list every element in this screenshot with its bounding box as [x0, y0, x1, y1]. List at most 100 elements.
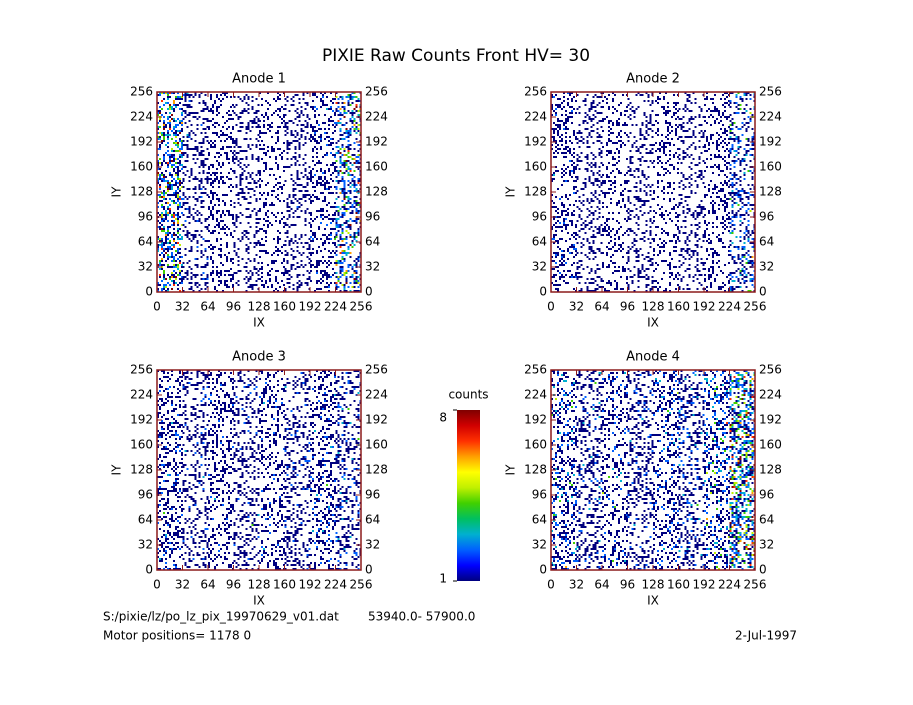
pixel [594, 252, 597, 254]
pixel [620, 226, 622, 228]
pixel [678, 286, 681, 288]
pixel [283, 170, 285, 172]
pixel [606, 252, 608, 254]
pixel [259, 228, 261, 230]
pixel [341, 262, 344, 264]
pixel [251, 172, 254, 174]
pixel [169, 256, 171, 258]
pixel [698, 170, 701, 172]
pixel [279, 238, 281, 240]
pixel [214, 174, 216, 176]
pixel [175, 166, 177, 168]
pixel [635, 198, 638, 200]
pixel [708, 148, 710, 150]
pixel [163, 196, 165, 198]
pixel [665, 172, 667, 174]
pixel [304, 218, 307, 220]
pixel [608, 162, 610, 164]
pixel [288, 148, 291, 150]
pixel [179, 256, 181, 258]
pixel [241, 112, 244, 114]
pixel [163, 124, 165, 126]
pixel [212, 146, 214, 148]
pixel [190, 272, 193, 274]
pixel [167, 264, 169, 266]
pixel [669, 132, 671, 134]
pixel [181, 236, 183, 238]
pixel [214, 180, 216, 182]
pixel [163, 158, 165, 160]
pixel [332, 214, 334, 216]
pixel [216, 132, 218, 134]
pixel [296, 134, 299, 136]
pixel [673, 250, 675, 252]
pixel [261, 104, 263, 106]
pixel [271, 122, 273, 124]
pixel [351, 122, 354, 124]
pixel [604, 180, 606, 182]
pixel [237, 216, 240, 218]
pixel [682, 142, 685, 144]
pixel [310, 254, 312, 256]
pixel [326, 144, 328, 146]
pixel [555, 234, 557, 236]
pixel [165, 248, 167, 250]
pixel [641, 214, 644, 216]
pixel [308, 118, 311, 120]
pixel [678, 204, 681, 206]
pixel [573, 162, 575, 164]
pixel [706, 290, 708, 292]
pixel [173, 232, 175, 234]
pixel [184, 144, 187, 146]
pixel [573, 132, 575, 134]
count-band [602, 92, 628, 292]
pixel [708, 144, 710, 146]
pixel [624, 268, 626, 270]
pixel [192, 132, 195, 134]
pixel [665, 290, 667, 292]
pixel [606, 224, 608, 226]
pixel [306, 114, 309, 116]
pixel [208, 206, 210, 208]
pixel [165, 92, 167, 94]
pixel [651, 148, 654, 150]
pixel [576, 276, 579, 278]
pixel [257, 110, 260, 112]
pixel [649, 190, 652, 192]
pixel [261, 148, 263, 150]
pixel [324, 138, 326, 140]
pixel [186, 156, 189, 158]
pixel [627, 104, 630, 106]
pixel [212, 196, 214, 198]
pixel [357, 182, 360, 184]
pixel [175, 144, 177, 146]
pixel [578, 200, 581, 202]
pixel [208, 240, 210, 242]
pixel [355, 236, 358, 238]
pixel [618, 202, 620, 204]
pixel [555, 128, 557, 130]
pixel [594, 110, 597, 112]
pixel [220, 154, 222, 156]
pixel [561, 258, 563, 260]
pixel [659, 160, 661, 162]
pixel [279, 250, 281, 252]
pixel [196, 246, 199, 248]
pixel [179, 188, 181, 190]
pixel [661, 162, 663, 164]
pixel [349, 128, 352, 130]
pixel [349, 170, 352, 172]
pixel [169, 284, 171, 286]
pixel [228, 228, 230, 230]
pixel [159, 176, 161, 178]
pixel [561, 184, 563, 186]
pixel [690, 192, 693, 194]
pixel [612, 182, 614, 184]
pixel [281, 262, 283, 264]
pixel [673, 206, 675, 208]
pixel [324, 132, 326, 134]
pixel [349, 212, 352, 214]
pixel [218, 156, 220, 158]
pixel [328, 234, 330, 236]
pixel [279, 286, 281, 288]
